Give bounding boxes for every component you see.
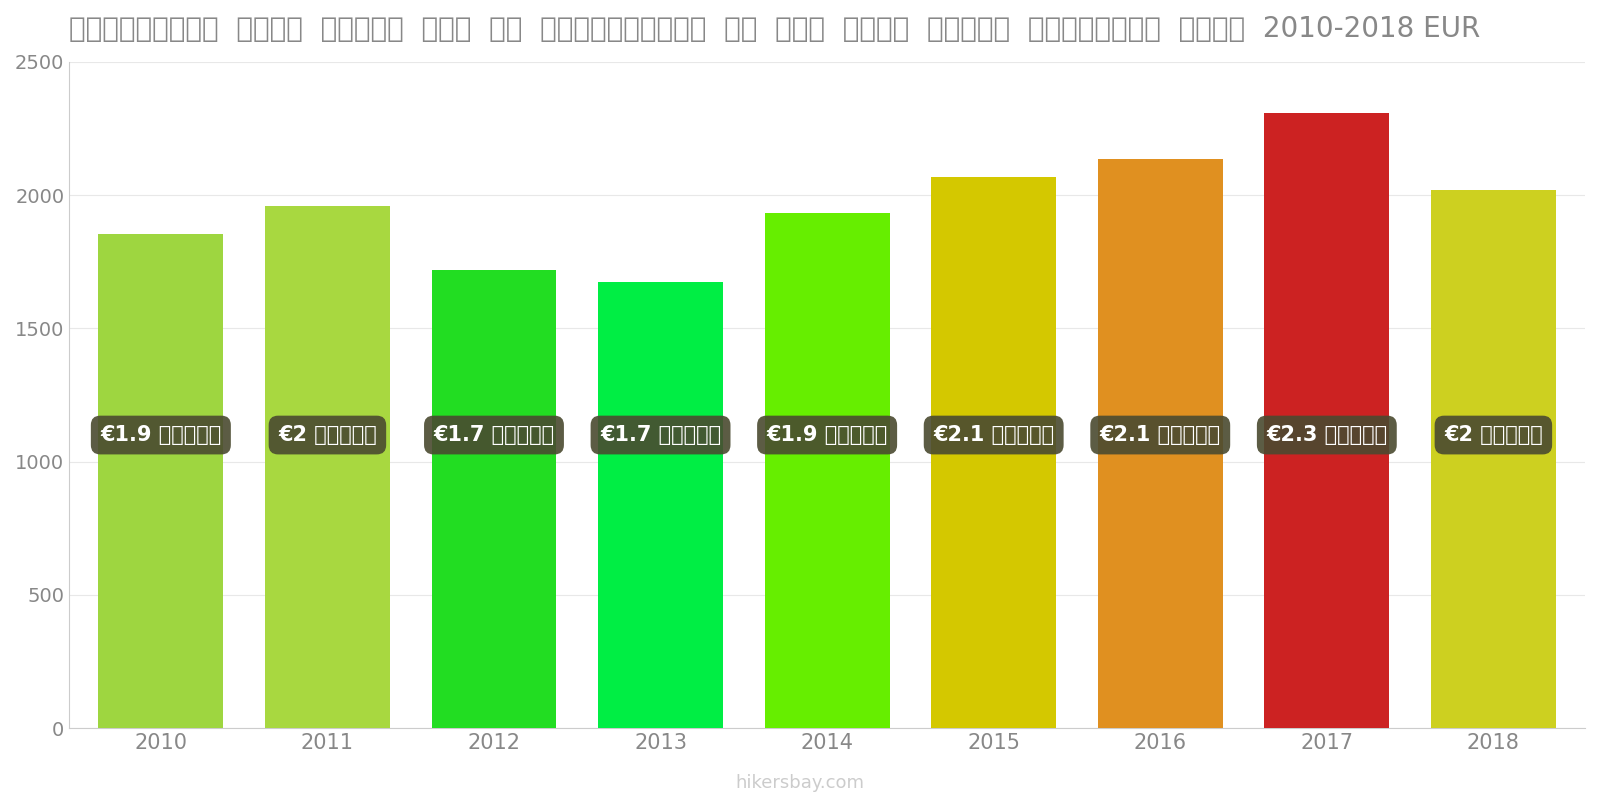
Bar <box>598 282 723 728</box>
Text: €2 हज़ार: €2 हज़ार <box>278 425 376 445</box>
Text: €1.9 हज़ार: €1.9 हज़ार <box>766 425 888 445</box>
Bar <box>432 270 557 728</box>
Text: €2.1 हज़ार: €2.1 हज़ार <box>933 425 1054 445</box>
Text: €1.9 हज़ार: €1.9 हज़ार <box>101 425 221 445</box>
Bar <box>266 206 390 728</box>
Text: लिथुआनिया  सिटी  सेंटर  में  एक  अपार्टमेंट  के  लिए  कीमत  प्रति  स्क्वायर  मीट: लिथुआनिया सिटी सेंटर में एक अपार्टमेंट क… <box>69 15 1480 43</box>
Bar <box>1098 159 1222 728</box>
Text: €1.7 हज़ार: €1.7 हज़ार <box>600 425 722 445</box>
Text: hikersbay.com: hikersbay.com <box>736 774 864 792</box>
Bar <box>1264 113 1389 728</box>
Text: €2.3 हज़ार: €2.3 हज़ार <box>1266 425 1387 445</box>
Text: €1.7 हज़ार: €1.7 हज़ार <box>434 425 555 445</box>
Text: €2.1 हज़ार: €2.1 हज़ार <box>1099 425 1221 445</box>
Bar <box>931 177 1056 728</box>
Bar <box>98 234 224 728</box>
Text: €2 हज़ार: €2 हज़ार <box>1445 425 1542 445</box>
Bar <box>765 213 890 728</box>
Bar <box>1430 190 1555 728</box>
